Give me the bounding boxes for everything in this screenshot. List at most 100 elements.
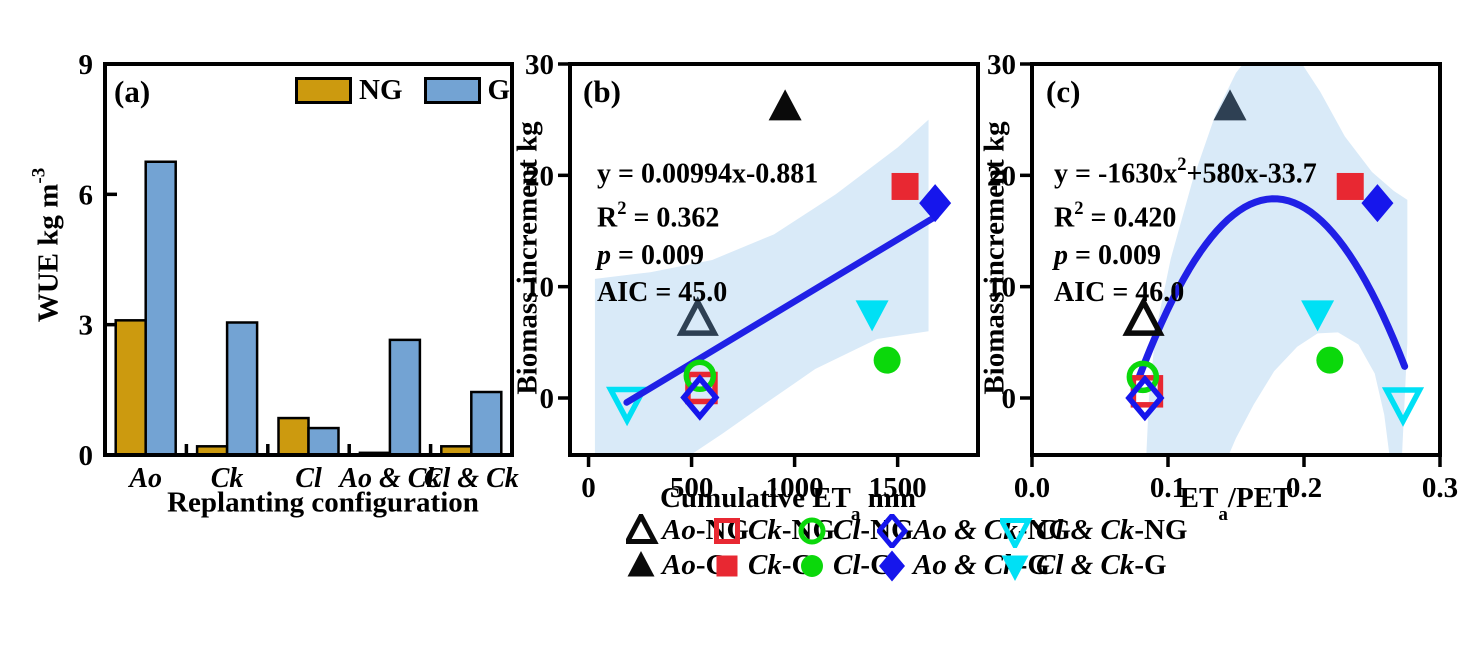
category-tick-label: Cl: [295, 463, 322, 494]
data-point-cl-g: [873, 346, 901, 374]
bar-g-3: [388, 338, 422, 457]
y-tick-label: 6: [79, 179, 94, 211]
open-circle-marker-icon: [797, 514, 833, 548]
data-point-ao-g: [1213, 89, 1247, 121]
x-tick-label: 500: [670, 472, 714, 504]
regression-equation-c: y = -1630x2+580x-33.7: [1054, 154, 1317, 190]
data-point-cl-ng: [1126, 360, 1160, 394]
panel-frame: [568, 62, 980, 457]
bar-ng-2: [277, 416, 310, 457]
y-tick-label: 10: [987, 272, 1016, 304]
legend-label: Cl-G: [833, 549, 893, 581]
open-diamond-marker-icon: [875, 511, 913, 550]
panel-b-y-axis-title: Biomass increment kg: [511, 121, 544, 395]
aic-b: AIC = 45.0: [597, 276, 728, 308]
x-tick-label: 1500: [869, 472, 927, 504]
bottom-legend: Ao-NG Ck-NG Cl-NG Ao & Ck-NG Cl & Ck-NG …: [623, 510, 1187, 583]
y-tick-label: 3: [79, 310, 94, 342]
regression-curve: [1135, 195, 1409, 380]
open-triangle-marker-icon: [623, 510, 662, 548]
y-tick-label: 30: [987, 49, 1016, 81]
open-square-marker-icon: [712, 514, 748, 548]
bar-ng-0: [114, 319, 147, 457]
triangle-up-filled-glyph: [627, 550, 655, 576]
panel-b-stats: y = 0.00994x-0.881 R2 = 0.362 p = 0.009 …: [597, 148, 818, 311]
category-tick-label: Ck: [211, 463, 244, 494]
legend-item-cl-g: Cl-G: [797, 548, 893, 583]
panel-a-letter: (a): [114, 74, 151, 109]
data-point-cl-ck-g: [855, 300, 889, 332]
panel-frame: [1030, 62, 1442, 457]
regression-line: [623, 213, 940, 406]
data-point-ao-ck-ng: [680, 374, 720, 421]
square-open-glyph: [714, 517, 740, 544]
x-tick-label: 0.0: [1014, 472, 1050, 504]
x-tick-label: 0: [581, 472, 596, 504]
circle-filled-glyph: [801, 554, 823, 577]
triangle-down-open-glyph: [997, 517, 1033, 551]
r-squared-c: R2 = 0.420: [1054, 198, 1177, 234]
p-value-c: p = 0.009: [1054, 239, 1161, 271]
panel-b-plot: 0 10 20 30 0 500 1000 1500: [525, 49, 980, 504]
x-tick-label: 1000: [766, 472, 824, 504]
legend-item-ck-ng: Ck-NG: [712, 513, 835, 548]
y-tick-label: 0: [1002, 383, 1017, 415]
r-squared-b: R2 = 0.362: [597, 198, 720, 234]
regression-equation-b: y = 0.00994x-0.881: [597, 158, 819, 190]
filled-triangle-marker-icon: [626, 549, 662, 583]
p-value-b: p = 0.009: [597, 239, 704, 271]
legend-item-ao-g: Ao-G: [626, 548, 728, 583]
bar-g-4: [470, 390, 503, 457]
panel-c-x-axis-title: ETa/PET: [1179, 482, 1293, 525]
data-point-ck-g: [891, 172, 919, 200]
category-tick-label: Ao: [127, 463, 162, 494]
data-point-ck-g: [1336, 172, 1364, 200]
legend-item-clck-g: Cl & Ck-G: [1000, 548, 1170, 583]
data-point-ck-ng: [685, 371, 718, 405]
panel-c-letter: (c): [1046, 74, 1081, 109]
square-filled-glyph: [716, 555, 738, 576]
y-tick-label: 10: [525, 272, 554, 304]
legend-item-clck-ng: Cl & Ck-NG: [997, 513, 1187, 551]
category-tick-label: Ao & Ck: [337, 463, 440, 494]
y-tick-label: 9: [79, 49, 94, 81]
y-tick-label: 0: [540, 383, 555, 415]
data-point-ao-g: [768, 89, 802, 121]
filled-triangle-down-marker-icon: [1000, 549, 1036, 583]
ng-color-swatch: [295, 77, 352, 104]
y-tick-label: 30: [525, 49, 554, 81]
g-color-swatch: [423, 77, 481, 104]
aic-c: AIC = 46.0: [1054, 276, 1185, 308]
filled-diamond-marker-icon: [877, 549, 913, 583]
x-tick-label: 0.1: [1150, 472, 1186, 504]
panel-a-y-axis-title: WUE kg m-3: [28, 167, 65, 323]
triangle-down-filled-glyph: [1001, 555, 1029, 581]
data-point-ao-ck-g: [919, 184, 952, 223]
triangle-up-open-glyph: [623, 510, 659, 544]
data-point-ao-ng: [1122, 296, 1165, 336]
y-tick-label: 20: [525, 160, 554, 192]
y-tick-label: 0: [79, 440, 94, 472]
panel-a-legend: NG G: [295, 74, 524, 107]
category-tick-label: Cl & Ck: [424, 463, 519, 494]
data-point-cl-ck-ng: [1381, 387, 1425, 427]
data-point-ao-ng: [676, 296, 719, 336]
open-triangle-down-marker-icon: [997, 514, 1036, 551]
bar-g-1: [225, 321, 259, 457]
filled-circle-marker-icon: [797, 549, 833, 583]
legend-item-ck-g: Ck-G: [712, 548, 814, 583]
data-point-cl-ck-ng: [605, 386, 649, 427]
filled-square-marker-icon: [712, 549, 748, 583]
confidence-band: [1146, 64, 1408, 455]
legend-item-cl-ng: Cl-NG: [797, 513, 914, 548]
panel-a-x-axis-title: Replanting configuration: [167, 486, 479, 519]
panel-b-x-axis-title: Cumulative ETa mm: [659, 482, 917, 525]
legend-item-ao-ng: Ao-NG: [623, 510, 749, 548]
data-point-ao-ck-ng: [1125, 374, 1165, 422]
legend-label: Ao & Ck-NG: [913, 514, 1071, 546]
data-point-cl-ck-g: [1301, 300, 1335, 332]
ng-legend-label: NG: [359, 74, 403, 106]
panel-c-y-axis-title: Biomass increment kg: [978, 121, 1011, 395]
